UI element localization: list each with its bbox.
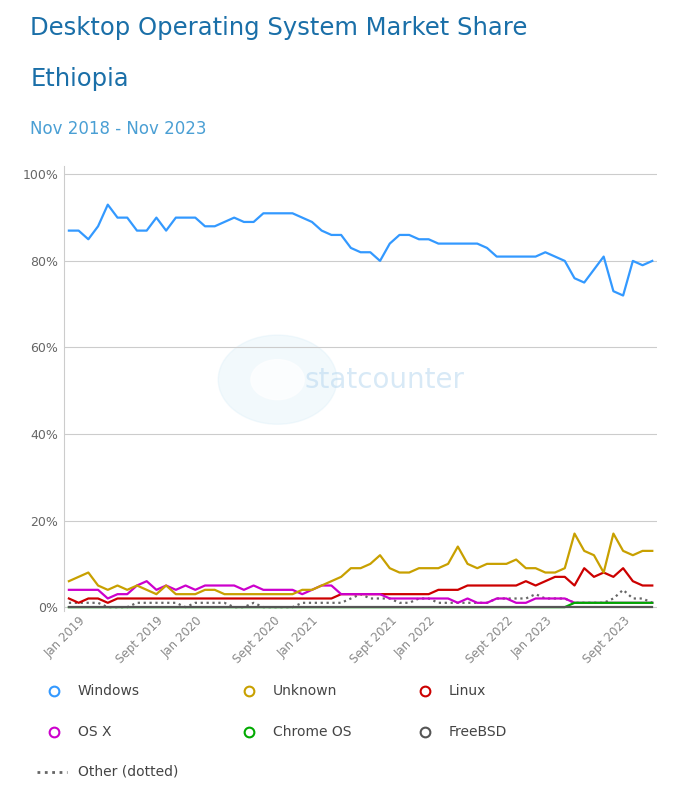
Text: Other (dotted): Other (dotted) — [78, 765, 178, 779]
Text: Desktop Operating System Market Share: Desktop Operating System Market Share — [30, 16, 528, 40]
Text: statcounter: statcounter — [305, 365, 464, 394]
Text: OS X: OS X — [78, 724, 111, 739]
Text: FreeBSD: FreeBSD — [448, 724, 507, 739]
Circle shape — [251, 360, 304, 400]
Text: Windows: Windows — [78, 684, 140, 698]
Text: Ethiopia: Ethiopia — [30, 67, 129, 91]
Text: Nov 2018 - Nov 2023: Nov 2018 - Nov 2023 — [30, 120, 207, 137]
Circle shape — [218, 335, 337, 424]
Text: Unknown: Unknown — [273, 684, 338, 698]
Text: Chrome OS: Chrome OS — [273, 724, 351, 739]
Text: Linux: Linux — [448, 684, 485, 698]
